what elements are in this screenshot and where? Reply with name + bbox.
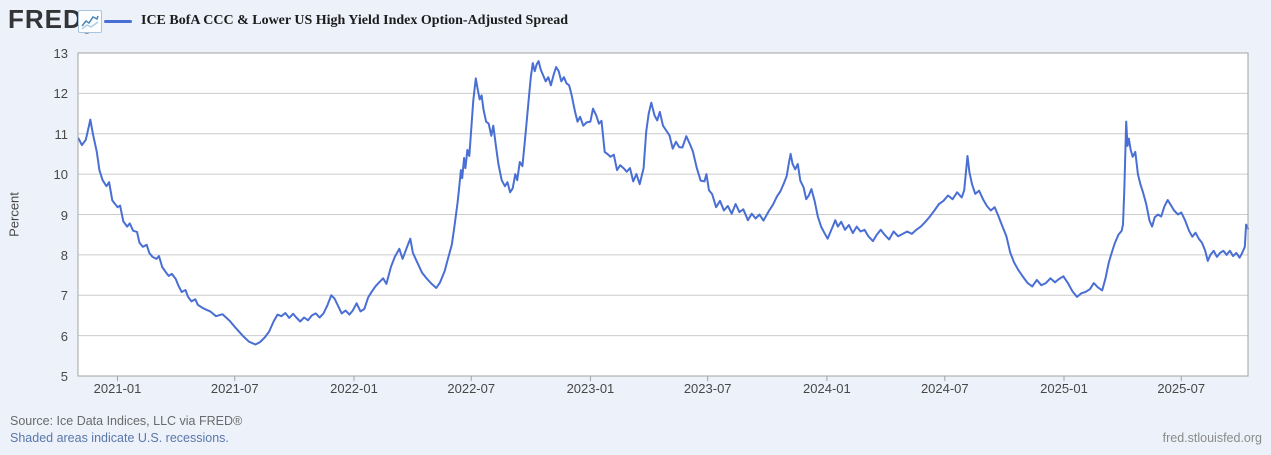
y-tick-label: 10: [53, 167, 68, 183]
x-tick-label: 2025-07: [1157, 381, 1206, 396]
x-tick-label: 2024-01: [803, 381, 851, 396]
x-tick-label: 2024-07: [920, 381, 969, 396]
fred-logo-text: FRED: [8, 4, 83, 34]
series-line[interactable]: [77, 60, 1249, 346]
source-note: Source: Ice Data Indices, LLC via FRED®: [10, 414, 243, 428]
plot-border: [77, 52, 1249, 377]
y-tick-label: 6: [60, 328, 68, 344]
x-tick-label: 2025-01: [1040, 381, 1088, 396]
x-tick-label: 2023-07: [683, 381, 732, 396]
y-tick-label: 9: [60, 207, 68, 223]
y-tick-label: 13: [53, 46, 68, 61]
mini-line-chart-icon: [78, 10, 102, 33]
legend-series-label: ICE BofA CCC & Lower US High Yield Index…: [141, 13, 569, 28]
legend-line-swatch: [104, 19, 132, 23]
site-link: fred.stlouisfed.org: [1162, 431, 1262, 445]
y-tick-label: 12: [53, 86, 68, 102]
y-tick-label: 7: [60, 288, 68, 304]
x-tick-label: 2021-01: [93, 381, 142, 396]
x-tick-label: 2022-01: [330, 381, 378, 396]
y-tick-label: 11: [54, 126, 69, 142]
legend: ICE BofA CCC & Lower US High Yield Index…: [104, 13, 568, 29]
x-tick-label: 2023-01: [566, 381, 615, 396]
recession-note-link[interactable]: Shaded areas indicate U.S. recessions.: [10, 431, 229, 445]
x-tick-label: 2022-07: [447, 381, 496, 396]
y-tick-label: 5: [60, 369, 68, 384]
x-tick-label: 2021-07: [210, 381, 259, 396]
y-tick-label: 8: [60, 247, 68, 263]
